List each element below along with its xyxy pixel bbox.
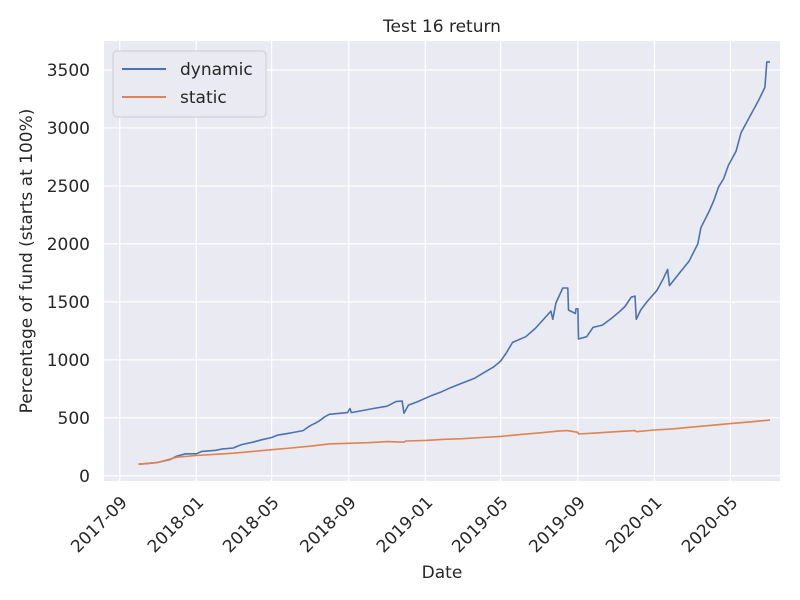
x-tick-label: 2020-01	[602, 493, 666, 557]
x-tick-label: 2019-01	[373, 493, 437, 557]
x-tick-label: 2017-09	[67, 493, 131, 557]
y-tick-label: 1500	[47, 293, 90, 313]
y-axis-label: Percentage of fund (starts at 100%)	[17, 109, 37, 414]
legend-label-dynamic: dynamic	[180, 60, 253, 80]
x-tick-label: 2019-09	[525, 493, 589, 557]
y-tick-label: 2000	[47, 235, 90, 255]
series-line-dynamic	[138, 61, 770, 465]
legend-box	[112, 50, 267, 118]
y-tick-label: 500	[58, 409, 90, 429]
series-lines	[138, 61, 771, 465]
x-tick-labels: 2017-09 2018-01 2018-05 2018-09 2019-01 2019-…	[67, 493, 742, 557]
y-tick-label: 3500	[47, 61, 90, 81]
y-tick-label: 1000	[47, 351, 90, 371]
y-tick-label: 3000	[47, 119, 90, 139]
x-axis-label: Date	[422, 563, 463, 583]
x-tick-label: 2019-05	[448, 493, 512, 557]
y-tick-label: 2500	[47, 177, 90, 197]
x-tick-label: 2018-05	[219, 493, 283, 557]
chart-title: Test 16 return	[382, 17, 501, 37]
y-tick-labels: 0 500 1000 1500 2000 2500 3000 3500	[47, 61, 90, 487]
x-tick-label: 2020-05	[678, 493, 742, 557]
y-tick-label: 0	[79, 467, 90, 487]
x-tick-label: 2018-01	[144, 493, 208, 557]
legend: dynamic static	[112, 50, 267, 118]
x-tick-label: 2018-09	[296, 493, 360, 557]
legend-label-static: static	[180, 88, 227, 108]
series-line-static	[138, 419, 771, 465]
y-gridlines	[104, 69, 780, 477]
